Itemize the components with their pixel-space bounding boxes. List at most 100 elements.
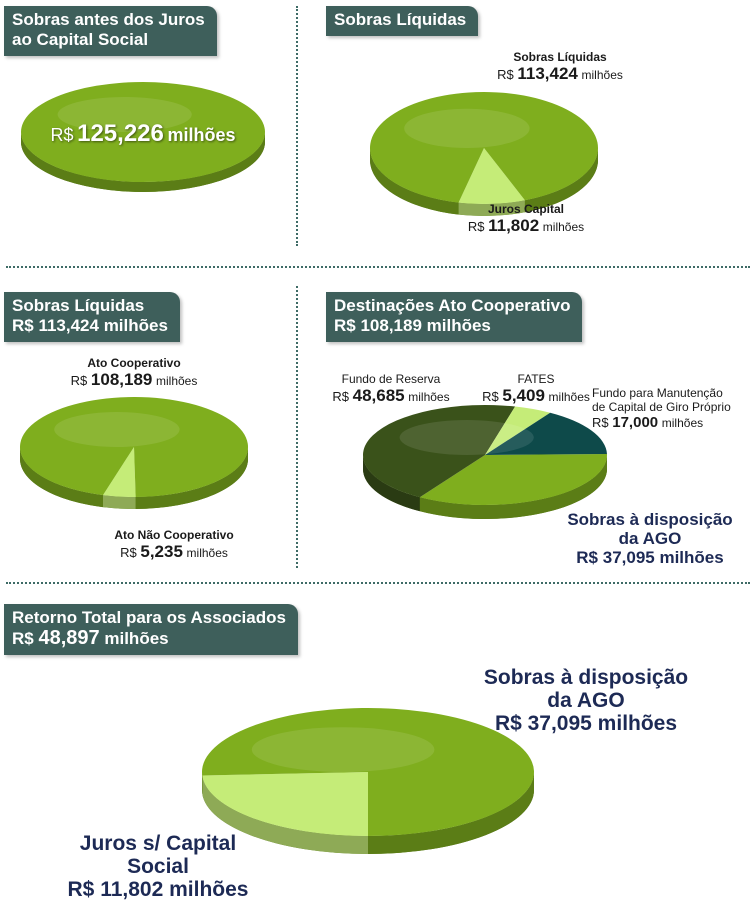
panel2-label-juros-unit: milhões [542, 220, 585, 234]
panel2-label-juros-prefix: R$ [467, 219, 485, 234]
pie2-slice-juros-capital [458, 148, 525, 204]
pie-3 [19, 397, 248, 510]
panel4-label-fundo-prefix: R$ [332, 389, 349, 404]
panel5-title-line1: Retorno Total para os Associados [12, 608, 286, 627]
panel2-label-sobras-value: 113,424 [517, 64, 578, 83]
panel2-pie-chart [369, 91, 598, 216]
panel5-title-line2: R$ 48,897 milhões [12, 628, 286, 649]
panel2-header: Sobras Líquidas [326, 6, 479, 36]
panel3-label-nao-ato: Ato Não Cooperativo R$ 5,235 milhões [84, 528, 264, 562]
panel2-label-sobras-unit: milhões [581, 68, 623, 82]
pie2-slice-sobras-liquidas [369, 91, 598, 203]
pie4-slice-ago [419, 454, 607, 505]
panel4-label-giro-title1: Fundo para Manutenção [592, 386, 723, 400]
panel4-label-fundo-unit: milhões [408, 390, 450, 404]
pie3-highlight [54, 412, 180, 447]
pie-1 [21, 82, 265, 192]
vertical-divider-middle [296, 286, 298, 568]
panel5-label-ago-line2: da AGO [547, 689, 625, 712]
panel3-label-ato-title: Ato Cooperativo [87, 356, 181, 370]
panel2-label-juros-title: Juros Capital [487, 202, 565, 216]
panel2-label-sobras-title: Sobras Líquidas [513, 50, 607, 64]
panel5-label-ago-line3: R$ 37,095 milhões [494, 712, 678, 735]
pie3-slice-ato-cooperativo [19, 397, 248, 497]
panel5-label-juros-line3: R$ 11,802 milhões [67, 878, 249, 901]
panel3-pie-chart [19, 397, 248, 510]
panel4-label-ago: Sobras à disposição da AGO R$ 37,095 mil… [560, 510, 740, 567]
panel5-label-juros-line2: Social [127, 855, 189, 878]
pie5-slice-sobras-ago [202, 708, 534, 836]
panel4-label-giro-title2: de Capital de Giro Próprio [592, 400, 731, 414]
panel3-title-line1: Sobras Líquidas [12, 296, 145, 315]
panel4-label-fundo-value: 48,685 [352, 386, 405, 405]
panel4-pie-chart [363, 405, 607, 519]
panel1-ellipse-chart [21, 82, 265, 192]
horizontal-divider-middle [6, 582, 750, 584]
panel4-title-line1: Destinações Ato Cooperativo [334, 296, 571, 315]
panel5-pie-chart [202, 708, 534, 854]
panel1-title-line2: ao Capital Social [12, 30, 149, 49]
panel3-label-nao-ato-title: Ato Não Cooperativo [114, 528, 234, 542]
panel3-label-ato-prefix: R$ [70, 373, 88, 388]
pie5-side-juros-capital-social [202, 775, 368, 854]
panel4-title-line2: R$ 108,189 milhões [334, 316, 491, 335]
pie2-side-sobras-liquidas [524, 148, 598, 213]
pie1-side-total [21, 132, 265, 192]
panel5-label-ago-line1: Sobras à disposição [483, 666, 689, 689]
pie1-highlight [57, 97, 192, 132]
panel4-label-giro-prefix: R$ [592, 415, 609, 430]
panel1-center-prefix: R$ [50, 125, 74, 145]
panel3-title-line2: R$ 113,424 milhões [12, 316, 168, 335]
panel4-label-giro: Fundo para Manutenção de Capital de Giro… [592, 386, 752, 431]
pie2-side-juros-capital [458, 200, 525, 216]
pie2-highlight [404, 108, 530, 148]
panel4-label-fundo: Fundo de Reserva R$ 48,685 milhões [326, 372, 456, 406]
horizontal-divider-top [6, 266, 750, 268]
pie4-slice-fates [485, 406, 551, 455]
panel4-label-fates-value: 5,409 [502, 386, 545, 405]
panel4-label-ago-line3: R$ 37,095 milhões [576, 548, 724, 567]
panel3-label-ato: Ato Cooperativo R$ 108,189 milhões [54, 356, 214, 390]
panel3-label-nao-ato-prefix: R$ [120, 545, 137, 560]
panel5-title-prefix: R$ [12, 629, 34, 648]
panel1-center-value: 125,226 [77, 120, 164, 147]
panel5-title-unit: milhões [104, 629, 169, 648]
panel1-title-line1: Sobras antes dos Juros [12, 10, 205, 29]
pie1-slice-total [21, 82, 265, 182]
panel4-label-ago-line1: Sobras à disposição [567, 510, 733, 529]
panel4-label-fundo-title: Fundo de Reserva [341, 372, 441, 386]
panel4-header: Destinações Ato Cooperativo R$ 108,189 m… [326, 292, 583, 342]
panel2-label-sobras: Sobras Líquidas R$ 113,424 milhões [480, 50, 640, 84]
pie4-slice-fundo-reserva [363, 405, 516, 498]
panel3-label-ato-unit: milhões [155, 374, 198, 388]
panel2-title: Sobras Líquidas [334, 10, 467, 29]
pie5-highlight [251, 727, 435, 772]
panel4-label-ago-line2: da AGO [618, 529, 682, 548]
pie4-side-fundo-reserva [363, 455, 420, 512]
panel5-label-ago: Sobras à disposição da AGO R$ 37,095 mil… [476, 666, 696, 735]
pie4-side-ago [419, 455, 607, 519]
panel4-label-giro-unit: milhões [661, 416, 704, 430]
pie3-side-ato-nao-cooperativo [102, 495, 136, 510]
pie5-side-sobras-ago [368, 772, 534, 854]
panel5-label-juros-line1: Juros s/ Capital [79, 832, 237, 855]
pie-4 [363, 405, 607, 519]
panel1-center-label: R$ 125,226 milhões [40, 120, 246, 148]
panel1-header: Sobras antes dos Juros ao Capital Social [4, 6, 217, 56]
panel5-header: Retorno Total para os Associados R$ 48,8… [4, 604, 298, 655]
panel3-label-ato-value: 108,189 [90, 370, 153, 389]
panel2-label-sobras-prefix: R$ [497, 67, 514, 82]
pie4-highlight [399, 420, 534, 455]
pie3-slice-ato-nao-cooperativo [102, 447, 136, 497]
pie3-side-ato-cooperativo [20, 447, 103, 508]
panel4-label-fates: FATES R$ 5,409 milhões [476, 372, 596, 406]
pie2-side-sobras-liquidas [370, 148, 459, 215]
panel4-label-fates-title: FATES [517, 372, 555, 386]
pie-2 [369, 91, 598, 216]
panel5-title-value: 48,897 [38, 627, 100, 649]
pie-5 [202, 708, 534, 854]
pie5-slice-juros-capital-social [202, 772, 368, 836]
panel5-label-juros: Juros s/ Capital Social R$ 11,802 milhõe… [48, 832, 268, 901]
panel3-header: Sobras Líquidas R$ 113,424 milhões [4, 292, 180, 342]
panel2-label-juros: Juros Capital R$ 11,802 milhões [446, 202, 606, 236]
